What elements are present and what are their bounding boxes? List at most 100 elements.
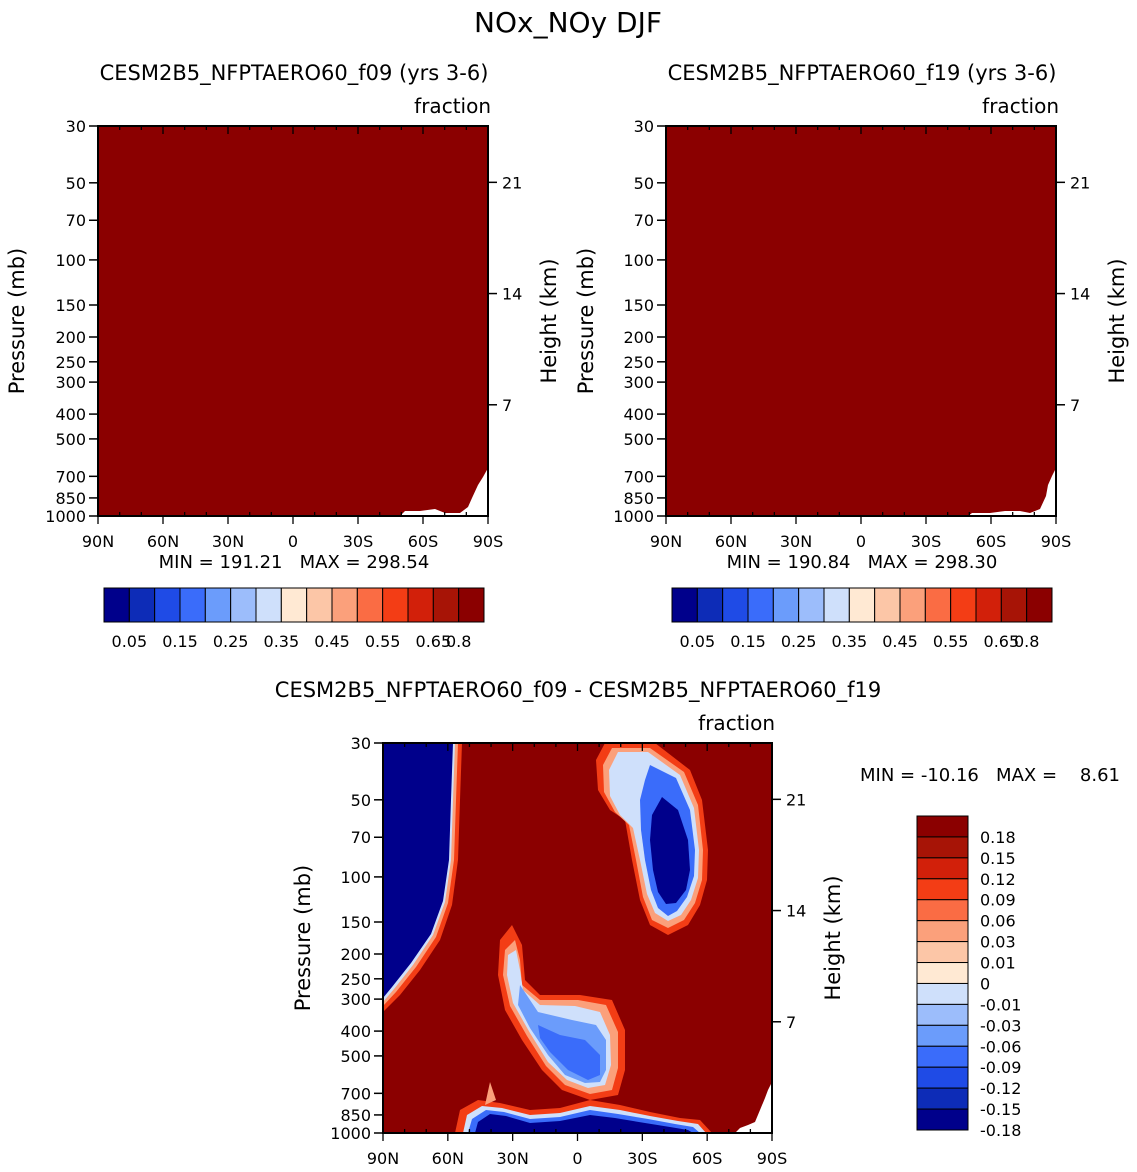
y-tick-label: 1000 (45, 507, 86, 526)
colorbar-swatch (916, 899, 969, 922)
colorbar-swatch (916, 1024, 969, 1047)
y-tick-label: 30 (351, 734, 371, 753)
colorbar-label: 0.35 (264, 632, 300, 651)
colorbar-swatch (916, 1066, 969, 1089)
y-tick-label: 850 (55, 489, 86, 508)
colorbar-label: 0.25 (213, 632, 249, 651)
y-tick-label: 70 (351, 828, 371, 847)
colorbar-swatch (916, 836, 969, 859)
y-tick-label: 250 (623, 353, 654, 372)
colorbar-swatch (916, 982, 969, 1005)
colorbar-swatch (823, 587, 850, 623)
x-tick-label: 0 (856, 532, 866, 551)
colorbar-label: -0.15 (980, 1100, 1021, 1119)
colorbar-label: 0.8 (1014, 632, 1039, 651)
colorbar-labels: 0.05 0.15 0.25 0.35 0.45 0.55 0.650.8 (112, 632, 472, 651)
colorbar-label: 0.55 (933, 632, 969, 651)
missing-corner (400, 468, 488, 516)
y-tick-label: 100 (340, 868, 371, 887)
colorbar-swatch (975, 587, 1002, 623)
colorbar-swatch (458, 587, 485, 623)
colorbar-swatch (280, 587, 308, 623)
colorbar-label: 0 (980, 974, 990, 993)
y-tick-label: 150 (55, 296, 86, 315)
colorbar-swatch (916, 1045, 969, 1068)
y-tick-label: 150 (340, 913, 371, 932)
x-tick-label: 90S (757, 1149, 788, 1168)
axis-ticks (374, 742, 781, 1141)
y-tick-label: 300 (623, 373, 654, 392)
colorbar-swatch (916, 1087, 969, 1110)
colorbar-label: 0.18 (980, 828, 1016, 847)
colorbar-label: 0.25 (781, 632, 817, 651)
x-tick-label: 0 (288, 532, 298, 551)
colorbar-swatch (916, 1108, 969, 1131)
colorbar-swatch (407, 587, 434, 623)
colorbar-swatch (899, 587, 926, 623)
colorbar-label: 0.06 (980, 912, 1016, 931)
colorbar-swatch (722, 587, 749, 623)
contour-field (383, 743, 772, 1133)
colorbar-label: 0.35 (832, 632, 868, 651)
colorbar-label: 0.45 (882, 632, 918, 651)
colorbar (671, 587, 1053, 623)
y-tick-label: 700 (623, 467, 654, 486)
y-tick-label: 500 (623, 430, 654, 449)
colorbar-label: 0.55 (365, 632, 401, 651)
x-tick-label: 0 (572, 1149, 582, 1168)
colorbar-swatch (204, 587, 232, 623)
y-right-tick-labels: 21 14 7 (502, 173, 522, 414)
y-tick-label: 100 (55, 251, 86, 270)
x-tick-label: 60S (692, 1149, 723, 1168)
colorbar-swatch (432, 587, 460, 623)
colorbar-swatch (331, 587, 358, 623)
y-right-tick-labels: 21 14 7 (786, 790, 806, 1031)
colorbar-swatch (1000, 587, 1028, 623)
y-tick-label: 70 (66, 211, 86, 230)
y-tick-label: 30 (66, 117, 86, 136)
x-tick-label: 90N (367, 1149, 399, 1168)
y-right-tick-label: 21 (502, 173, 522, 192)
panel-diff: CESM2B5_NFPTAERO60_f09 - CESM2B5_NFPTAER… (275, 678, 1120, 1168)
contour-left-core (383, 743, 453, 998)
y-right-tick-label: 21 (1070, 173, 1090, 192)
panel-title: CESM2B5_NFPTAERO60_f09 - CESM2B5_NFPTAER… (275, 678, 881, 703)
colorbar-swatch (154, 587, 181, 623)
colorbar-swatch (916, 878, 969, 901)
colorbar-swatch (772, 587, 800, 623)
colorbar-label: 0.12 (980, 870, 1016, 889)
y-tick-label: 400 (55, 405, 86, 424)
units-label: fraction (698, 711, 775, 735)
colorbar-swatch (916, 920, 969, 943)
y-right-tick-label: 21 (786, 790, 806, 809)
y-tick-label: 200 (623, 328, 654, 347)
colorbar (916, 815, 969, 1131)
colorbar-swatch (356, 587, 384, 623)
y-axis-label: Pressure (mb) (291, 865, 315, 1012)
colorbar-label: 0.15 (730, 632, 766, 651)
field-fill (98, 126, 488, 516)
colorbar-swatch (128, 587, 156, 623)
y-tick-label: 500 (55, 430, 86, 449)
colorbar-swatch (950, 587, 977, 623)
y-tick-label: 70 (634, 211, 654, 230)
colorbar-label: 0.09 (980, 891, 1016, 910)
x-tick-label: 30S (627, 1149, 658, 1168)
colorbar-swatch (255, 587, 282, 623)
y-right-axis-label: Height (km) (537, 258, 561, 383)
y-tick-label: 400 (623, 405, 654, 424)
x-tick-label: 60N (432, 1149, 464, 1168)
x-tick-label: 60S (408, 532, 439, 551)
panel-title: CESM2B5_NFPTAERO60_f09 (yrs 3-6) (100, 61, 489, 86)
x-tick-label: 90S (1041, 532, 1072, 551)
colorbar-label: 0.05 (680, 632, 716, 651)
colorbar-swatch (179, 587, 206, 623)
colorbar-swatch (916, 1003, 969, 1026)
y-tick-label: 250 (340, 970, 371, 989)
page-title: NOx_NOy DJF (474, 6, 662, 39)
y-tick-label: 700 (340, 1084, 371, 1103)
field-fill (666, 126, 1056, 516)
colorbar-swatch (382, 587, 409, 623)
